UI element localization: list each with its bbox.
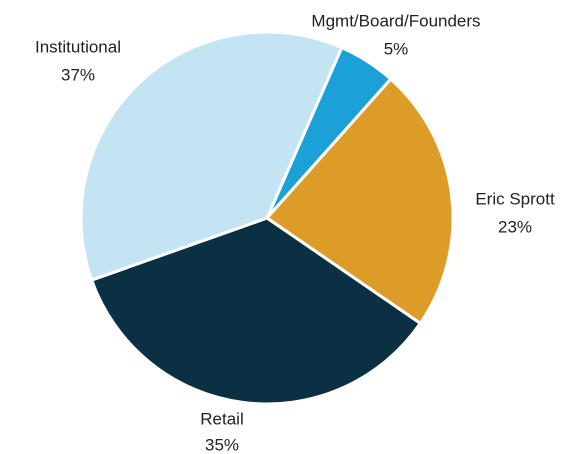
pie-slice [265, 77, 455, 325]
slice-value-label: 5% [384, 39, 409, 58]
slice-label: Retail [200, 409, 243, 428]
slice-label: Eric Sprott [475, 189, 555, 208]
slice-label: Mgmt/Board/Founders [311, 11, 480, 30]
slice-value-label: 35% [205, 435, 239, 454]
slice-label: Institutional [35, 37, 121, 56]
pie-slice [90, 216, 422, 406]
slice-value-label: 23% [498, 217, 532, 236]
slice-value-label: 37% [61, 65, 95, 84]
pie-slice [79, 30, 344, 282]
